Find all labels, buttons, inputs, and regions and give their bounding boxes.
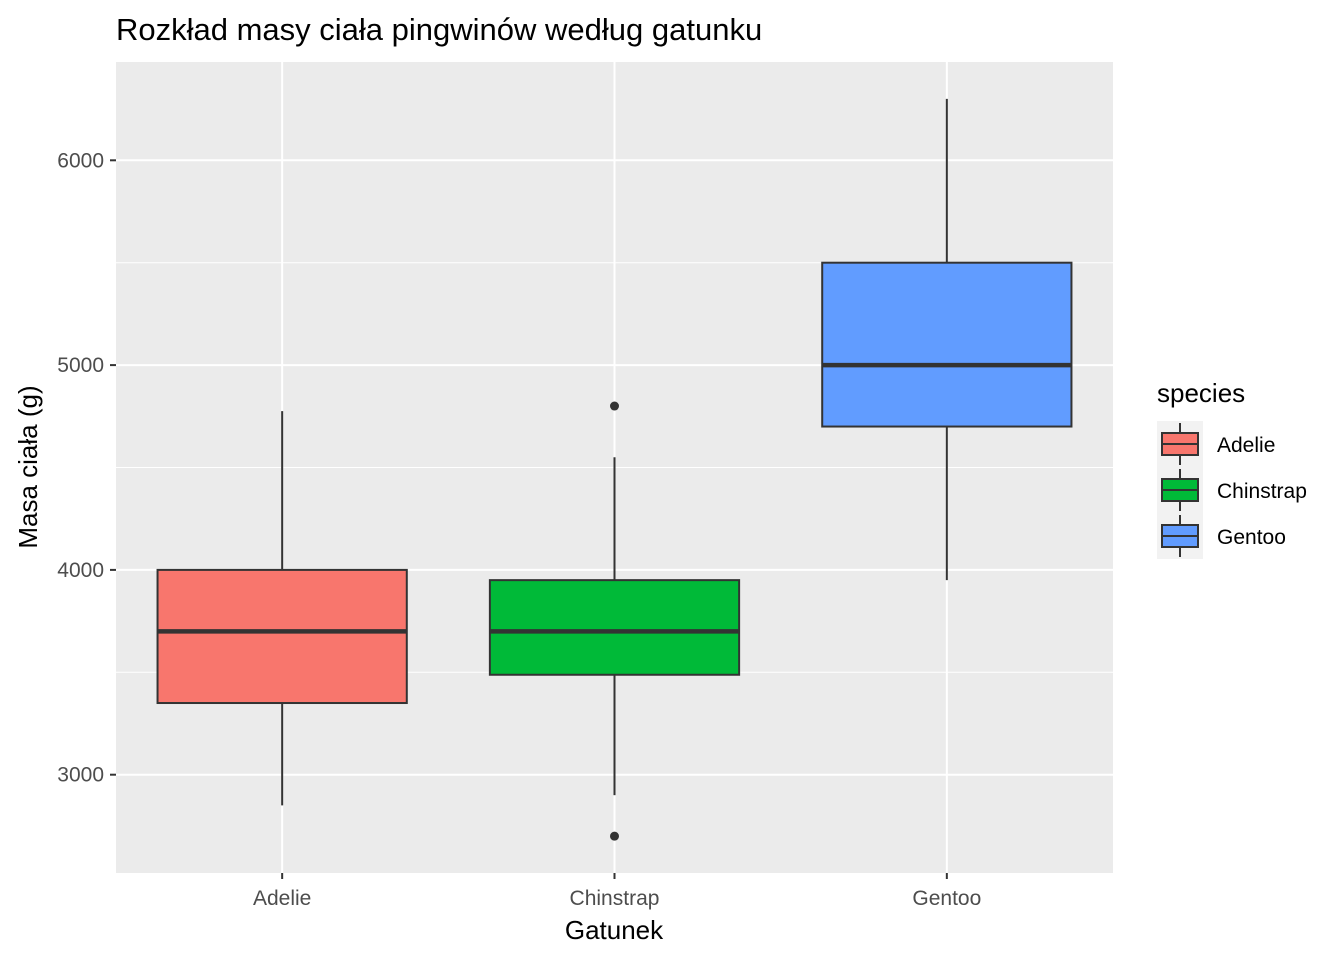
legend-item-adelie: Adelie — [1157, 421, 1275, 467]
legend-label: Chinstrap — [1217, 480, 1307, 503]
box-iqr — [156, 568, 408, 705]
legend-keys: Adelie Chinstrap Gentoo — [1157, 421, 1307, 559]
box-iqr — [821, 261, 1073, 428]
legend-label: Adelie — [1217, 434, 1275, 457]
x-axis-title: Gatunek — [565, 915, 664, 945]
y-axis: 3000 4000 5000 6000 — [57, 149, 116, 787]
legend: species Adelie Chinstrap Gentoo — [1157, 378, 1307, 559]
box-iqr — [488, 579, 741, 676]
y-tick-label: 3000 — [57, 764, 104, 787]
legend-label: Gentoo — [1217, 526, 1286, 549]
boxes — [156, 98, 1073, 841]
box-adelie — [156, 411, 408, 806]
chart-title: Rozkład masy ciała pingwinów według gatu… — [116, 12, 762, 47]
outlier-point — [610, 401, 619, 411]
x-tick-label: Adelie — [253, 887, 311, 910]
outlier-point — [610, 831, 619, 841]
y-axis-title: Masa ciała (g) — [13, 385, 43, 548]
legend-title: species — [1157, 378, 1245, 408]
y-tick-label: 6000 — [57, 149, 104, 172]
x-tick-label: Gentoo — [912, 887, 981, 910]
y-tick-label: 5000 — [57, 354, 104, 377]
box-gentoo — [821, 98, 1073, 581]
legend-item-gentoo: Gentoo — [1157, 513, 1286, 559]
y-tick-label: 4000 — [57, 559, 104, 582]
x-axis: Adelie Chinstrap Gentoo — [253, 873, 981, 910]
x-tick-label: Chinstrap — [570, 887, 660, 910]
box-chinstrap — [488, 401, 741, 841]
legend-item-chinstrap: Chinstrap — [1157, 467, 1307, 513]
